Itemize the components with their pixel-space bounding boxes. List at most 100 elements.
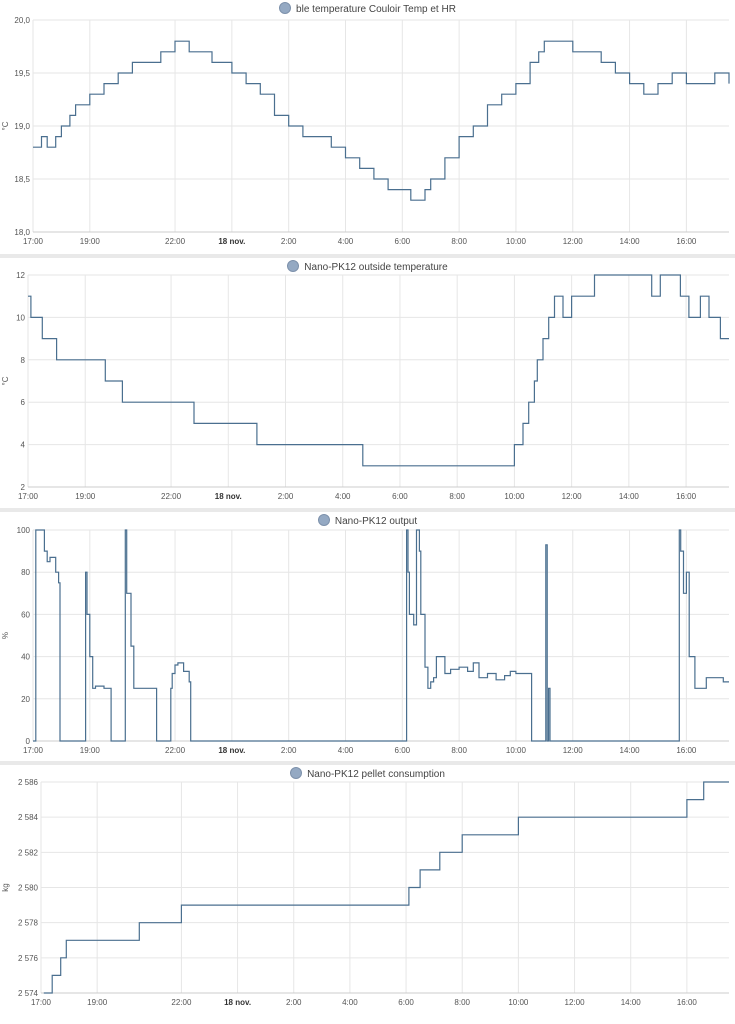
- series-line[interactable]: [33, 529, 729, 742]
- legend-marker: [317, 514, 330, 526]
- x-tick-label: 6:00: [392, 492, 408, 501]
- legend-marker: [279, 2, 292, 14]
- x-tick-label: 16:00: [676, 237, 697, 246]
- y-tick-label: 2 576: [18, 954, 39, 963]
- x-tick-label: 6:00: [395, 237, 411, 246]
- x-tick-label: 8:00: [451, 237, 467, 246]
- x-tick-label: 18 nov.: [215, 492, 242, 501]
- y-tick-label: 12: [16, 271, 25, 280]
- x-tick-label: 22:00: [165, 237, 186, 246]
- y-tick-label: 60: [21, 610, 30, 619]
- x-tick-label: 19:00: [80, 237, 101, 246]
- y-tick-label: 6: [21, 398, 26, 407]
- chart-panel-2: Nano-PK12 outside temperature 2 4 6 8 10 12 17…: [0, 258, 735, 508]
- x-tick-label: 17:00: [23, 746, 44, 755]
- x-tick-label: 10:00: [506, 746, 527, 755]
- y-tick-label: 2 584: [18, 813, 39, 822]
- x-tick-label: 2:00: [278, 492, 294, 501]
- y-tick-label: 2 574: [18, 989, 39, 998]
- x-tick-label: 22:00: [165, 746, 186, 755]
- y-tick-label: 100: [17, 526, 31, 535]
- x-tick-label: 12:00: [565, 998, 586, 1007]
- panel-separator: [0, 761, 735, 765]
- x-tick-label: 18 nov.: [218, 237, 245, 246]
- chart-svg: 2 574 2 576 2 578 2 580 2 582 2 584 2 586 17:00…: [1, 778, 729, 1007]
- x-tick-label: 8:00: [451, 746, 467, 755]
- y-tick-label: 40: [21, 653, 30, 662]
- y-tick-label: 2 586: [18, 778, 39, 787]
- chart-legend[interactable]: Nano-PK12 outside temperature: [0, 260, 735, 275]
- x-tick-label: 8:00: [449, 492, 465, 501]
- x-tick-label: 12:00: [563, 746, 584, 755]
- panel-separator: [0, 254, 735, 258]
- chart-panel-3: Nano-PK12 output 0 20 40 60 80 100 17:00 19:00 2…: [0, 512, 735, 761]
- y-tick-label: 2 578: [18, 919, 39, 928]
- y-axis-label: kg: [1, 883, 10, 891]
- y-tick-label: 20: [21, 695, 30, 704]
- y-tick-label: 18,5: [14, 175, 30, 184]
- x-tick-label: 19:00: [87, 998, 108, 1007]
- chart-title: Nano-PK12 outside temperature: [304, 262, 448, 273]
- y-tick-label: 10: [16, 313, 25, 322]
- x-tick-label: 18 nov.: [218, 746, 245, 755]
- y-tick-label: 19,5: [14, 69, 30, 78]
- x-tick-label: 17:00: [18, 492, 39, 501]
- y-tick-label: 8: [21, 356, 26, 365]
- legend-marker: [290, 767, 303, 779]
- x-tick-label: 4:00: [338, 746, 354, 755]
- y-tick-label: 80: [21, 568, 30, 577]
- chart-legend[interactable]: Nano-PK12 pellet consumption: [0, 767, 735, 782]
- x-tick-label: 17:00: [23, 237, 44, 246]
- x-tick-label: 22:00: [171, 998, 192, 1007]
- chart-panel-4: Nano-PK12 pellet consumption 2 574 2 576 2…: [0, 765, 735, 1024]
- x-tick-label: 2:00: [281, 746, 297, 755]
- x-tick-label: 19:00: [75, 492, 96, 501]
- x-tick-label: 14:00: [620, 237, 641, 246]
- x-tick-label: 14:00: [620, 746, 641, 755]
- x-tick-label: 16:00: [677, 998, 698, 1007]
- y-tick-label: 19,0: [14, 122, 30, 131]
- x-tick-label: 18 nov.: [224, 998, 251, 1007]
- y-tick-label: 18,0: [14, 228, 30, 237]
- y-axis-label: °C: [1, 121, 10, 130]
- x-tick-label: 6:00: [398, 998, 414, 1007]
- chart-title: ble temperature Couloir Temp et HR: [296, 4, 456, 15]
- x-tick-label: 10:00: [506, 237, 527, 246]
- x-tick-label: 2:00: [286, 998, 302, 1007]
- x-tick-label: 22:00: [161, 492, 182, 501]
- panel-separator: [0, 508, 735, 512]
- x-tick-label: 6:00: [395, 746, 411, 755]
- chart-legend[interactable]: ble temperature Couloir Temp et HR: [0, 2, 735, 17]
- chart-svg: 0 20 40 60 80 100 17:00 19:00 22:00 18 nov. 2:00 4:…: [1, 526, 729, 755]
- series-line[interactable]: [28, 274, 729, 467]
- x-tick-label: 4:00: [335, 492, 351, 501]
- x-tick-label: 10:00: [508, 998, 529, 1007]
- y-tick-label: 2 582: [18, 848, 39, 857]
- chart-svg: 2 4 6 8 10 12 17:00 19:00 22:00 18 nov. 2:00 4:00 6:…: [1, 271, 729, 501]
- x-tick-label: 16:00: [676, 492, 697, 501]
- chart-title: Nano-PK12 pellet consumption: [307, 769, 445, 780]
- chart-legend[interactable]: Nano-PK12 output: [0, 514, 735, 529]
- x-tick-label: 19:00: [80, 746, 101, 755]
- y-tick-label: 2: [21, 483, 26, 492]
- x-tick-label: 17:00: [31, 998, 52, 1007]
- x-tick-label: 10:00: [504, 492, 525, 501]
- y-tick-label: 4: [21, 441, 26, 450]
- chart-svg: 18,0 18,5 19,0 19,5 20,0 17:00 19:00 22:00 18 no…: [1, 16, 730, 246]
- chart-panel-1: ble temperature Couloir Temp et HR 18,0 1…: [0, 0, 735, 254]
- x-tick-label: 8:00: [454, 998, 470, 1007]
- y-tick-label: 20,0: [14, 16, 30, 25]
- x-tick-label: 16:00: [676, 746, 697, 755]
- y-axis-label: °C: [1, 376, 10, 385]
- x-tick-label: 12:00: [562, 492, 583, 501]
- y-tick-label: 0: [26, 737, 31, 746]
- x-tick-label: 14:00: [619, 492, 640, 501]
- series-line[interactable]: [43, 781, 729, 994]
- x-tick-label: 2:00: [281, 237, 297, 246]
- x-tick-label: 14:00: [621, 998, 642, 1007]
- x-tick-label: 4:00: [338, 237, 354, 246]
- x-tick-label: 4:00: [342, 998, 358, 1007]
- y-axis-label: %: [1, 632, 10, 639]
- series-line[interactable]: [33, 40, 730, 201]
- x-tick-label: 12:00: [563, 237, 584, 246]
